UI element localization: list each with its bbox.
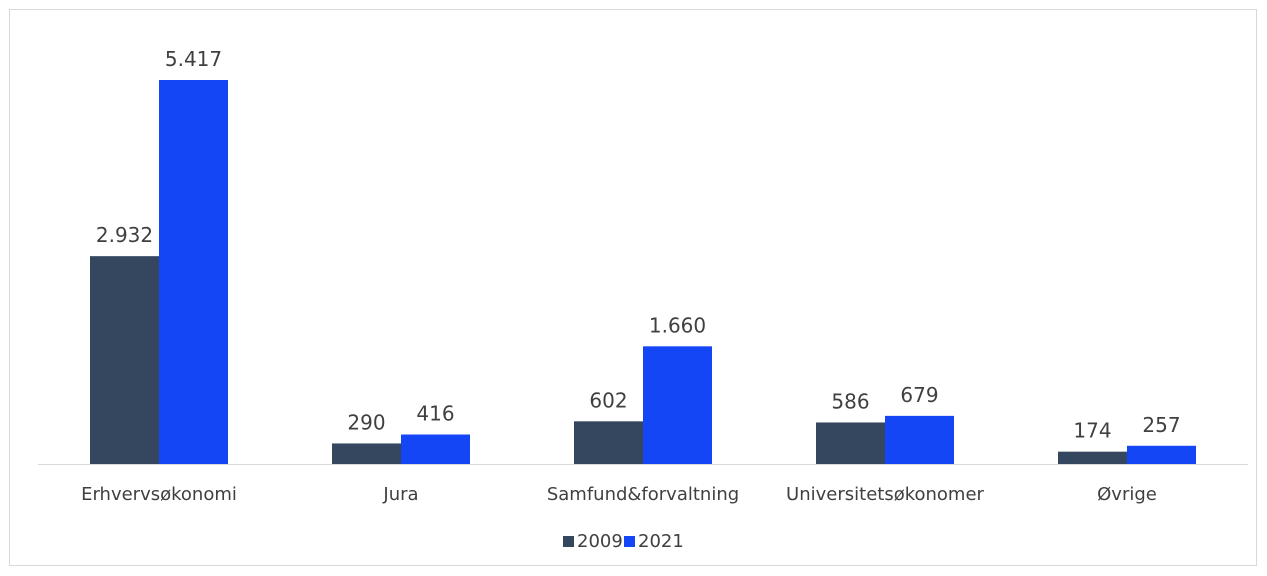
data-label-2009-0: 2.932 [96,223,153,247]
bar-2009-2 [574,421,643,464]
data-label-2009-1: 290 [347,410,385,434]
bar-2009-4 [1058,451,1127,464]
data-label-2021-4: 257 [1142,413,1180,437]
data-label-2021-3: 679 [900,383,938,407]
data-label-2009-3: 586 [831,389,869,413]
bar-2021-3 [885,415,954,464]
bar-2021-4 [1127,445,1196,464]
bar-2009-3 [816,422,885,464]
legend-swatch-2021 [624,536,635,547]
data-label-2021-0: 5.417 [165,47,222,71]
legend-swatch-2009 [563,536,574,547]
bar-2009-1 [332,443,401,464]
data-label-2021-2: 1.660 [649,313,706,337]
data-label-2009-2: 602 [589,388,627,412]
data-label-2021-1: 416 [416,402,454,426]
data-label-2009-4: 174 [1073,419,1111,443]
bar-2021-1 [401,434,470,464]
category-label-0: Erhvervsøkonomi [81,484,237,505]
category-label-3: Universitetsøkonomer [786,484,984,505]
category-label-2: Samfund&forvaltning [547,484,739,505]
category-label-1: Jura [382,484,418,505]
legend-label-2021: 2021 [638,531,684,552]
category-label-4: Øvrige [1097,484,1157,505]
bar-2009-0 [90,256,159,464]
legend-label-2009: 2009 [577,531,623,552]
bar-2021-2 [643,346,712,464]
bar-2021-0 [159,80,228,464]
